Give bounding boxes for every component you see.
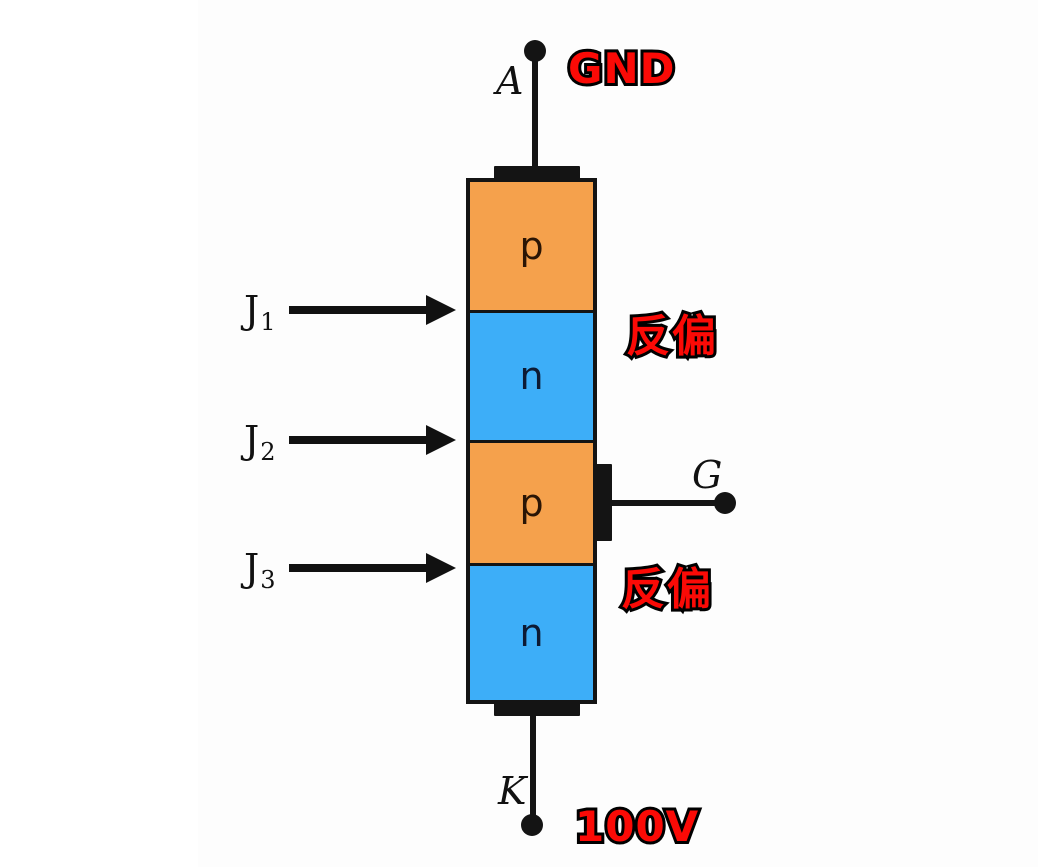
cathode-terminal-label: K: [498, 769, 527, 813]
layer-label-n2: n: [519, 611, 544, 656]
semiconductor-layer-n2: n: [470, 566, 593, 700]
arrow-head: [425, 295, 456, 325]
junction-arrow-j3: [288, 553, 456, 583]
semiconductor-layer-p2: p: [470, 442, 593, 567]
arrow-shaft: [288, 306, 427, 314]
left-margin-band: [0, 0, 198, 867]
semiconductor-layer-n1: n: [470, 312, 593, 443]
junction-arrow-j2: [288, 425, 456, 455]
layer-label-n1: n: [519, 354, 544, 399]
annotation-gnd: GND: [565, 44, 677, 93]
anode-node-dot: [524, 40, 546, 62]
gate-lead-wire: [608, 500, 720, 506]
annotation-voltage-100v: 100V: [572, 802, 701, 851]
gate-contact-pad: [596, 464, 612, 541]
cathode-contact-pad: [494, 702, 580, 716]
arrow-head: [425, 425, 456, 455]
junction-label-j2: J2: [244, 418, 276, 466]
semiconductor-layer-p1: p: [470, 182, 593, 313]
junction-arrow-j1: [288, 295, 456, 325]
arrow-shaft: [288, 436, 427, 444]
arrow-shaft: [288, 564, 427, 572]
junction-pointer-j2: J2: [244, 417, 456, 466]
gate-terminal-label: G: [692, 453, 723, 497]
junction-label-j3: J3: [244, 546, 276, 594]
cathode-node-dot: [521, 814, 543, 836]
layer-label-p2: p: [519, 480, 544, 525]
thyristor-body: p n p n: [466, 178, 597, 704]
anode-lead-wire: [532, 52, 538, 172]
junction-pointer-j3: J3: [244, 545, 456, 594]
anode-terminal-label: A: [496, 59, 524, 103]
gate-node-dot: [714, 492, 736, 514]
anode-contact-pad: [494, 166, 580, 180]
annotation-reverse-bias-1: 反偏: [623, 311, 719, 362]
annotation-reverse-bias-2: 反偏: [618, 564, 714, 615]
layer-label-p1: p: [519, 223, 544, 268]
arrow-head: [425, 553, 456, 583]
cathode-lead-wire: [530, 710, 536, 822]
junction-label-j1: J1: [244, 288, 276, 336]
junction-pointer-j1: J1: [244, 287, 456, 336]
